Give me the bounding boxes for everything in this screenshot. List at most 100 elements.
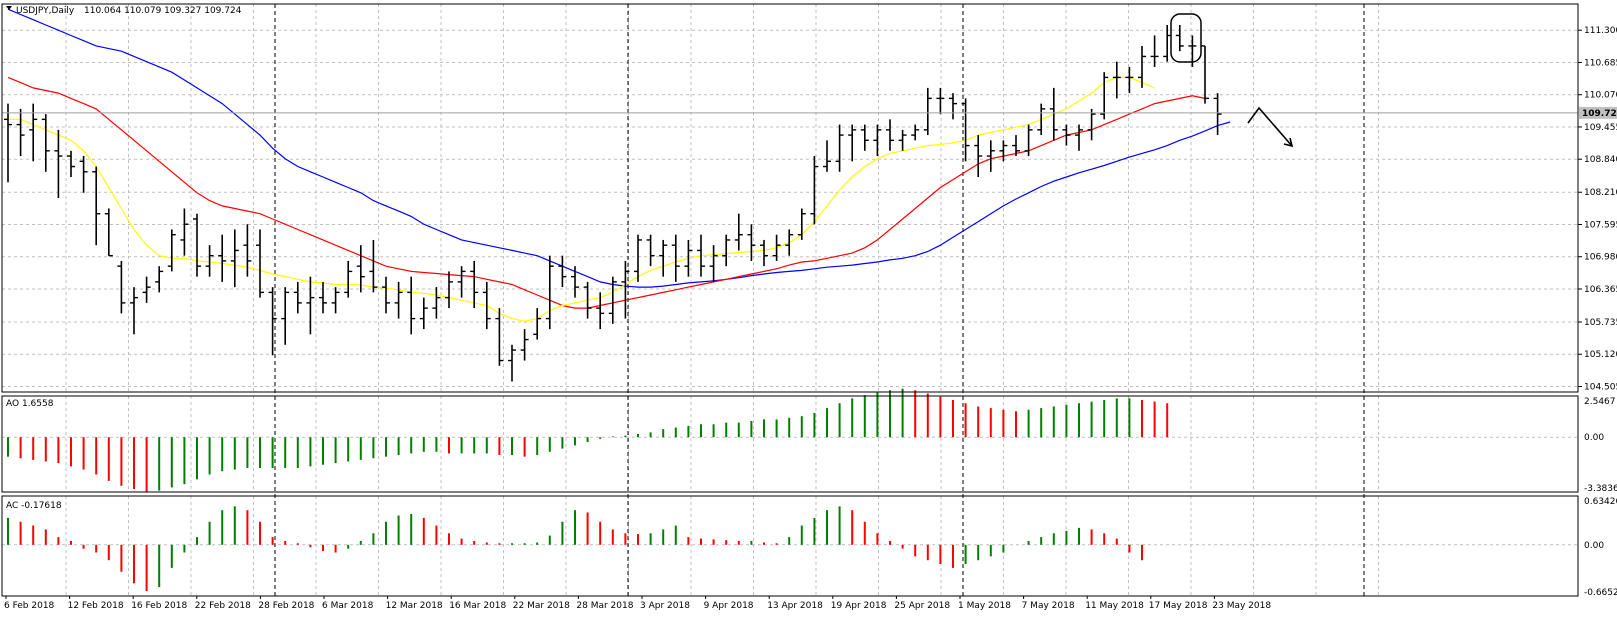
time-tick-label: 12 Feb 2018 — [68, 601, 124, 611]
ohlc-bar — [671, 234, 680, 282]
ohlc-bar — [697, 234, 705, 277]
price-tick-label: 106.980 — [1584, 253, 1617, 263]
ohlc-bar — [4, 103, 12, 183]
price-tick-label: 109.455 — [1584, 123, 1617, 133]
time-tick-label: 11 May 2018 — [1085, 601, 1144, 611]
ohlc-bar — [621, 260, 630, 319]
time-tick-label: 28 Feb 2018 — [258, 601, 314, 611]
ohlc-bar — [445, 271, 453, 309]
ohlc-bar — [986, 140, 995, 172]
panel-frames — [1, 3, 1579, 597]
price-axis: 111.300 110.685 110.070 109.455 108.840 108.2… — [1578, 26, 1617, 598]
ohlc-bar — [760, 239, 768, 267]
ac-label: AC -0.17618 — [6, 501, 62, 511]
ohlc-bar — [369, 239, 378, 293]
time-tick-label: 23 May 2018 — [1212, 601, 1271, 611]
ohlc-bar — [860, 124, 869, 151]
ohlc-bar — [785, 229, 794, 256]
ohlc-bar — [659, 239, 668, 277]
ohlc-bar — [797, 208, 806, 240]
ohlc-bar — [230, 229, 239, 288]
ohlc-bar — [470, 260, 479, 309]
ohlc-bar — [684, 239, 693, 277]
ao-histogram — [7, 388, 1169, 493]
ohlc-bar — [520, 329, 529, 361]
ohlc-bar — [923, 87, 932, 136]
ac-histogram — [7, 506, 1143, 591]
time-tick-label: 16 Feb 2018 — [131, 601, 187, 611]
ohlc-bar — [407, 276, 416, 335]
ohlc-bar — [356, 245, 365, 293]
time-tick-label: 3 Apr 2018 — [640, 601, 690, 611]
moving-average-line — [7, 76, 1206, 309]
ohlc-bar — [974, 135, 983, 178]
ohlc-bar — [646, 234, 655, 267]
ohlc-bar — [1100, 72, 1109, 120]
ohlc-bar — [104, 208, 113, 257]
panel-frame — [1, 3, 1579, 393]
highlight-box — [1170, 13, 1202, 63]
grid-lines — [2, 4, 1578, 596]
current-price-badge — [1579, 106, 1617, 119]
panel-frame — [1, 395, 1579, 493]
ohlc-bar — [281, 287, 290, 345]
chart-header: USDJPY,Daily 110.064 110.079 109.327 109… — [6, 6, 242, 16]
ohlc-bar — [457, 266, 466, 298]
ohlc-bar — [823, 140, 831, 172]
ohlc-bar — [394, 281, 403, 319]
time-tick-label: 12 Mar 2018 — [386, 601, 443, 611]
ohlc-bar — [533, 308, 542, 340]
ohlc-bar — [54, 129, 63, 198]
ohlc-bar — [419, 297, 428, 330]
ohlc-bar — [67, 150, 75, 178]
ohlc-bar — [92, 166, 101, 246]
ac-tick-label: 0.63426 — [1584, 497, 1617, 507]
price-tick-label: 110.685 — [1584, 58, 1617, 68]
ohlc-bar — [1062, 124, 1071, 146]
ohlc-bar — [79, 156, 88, 193]
ohlc-bar — [344, 260, 353, 298]
ohlc-bar — [293, 281, 302, 314]
ohlc-bar — [167, 229, 176, 272]
ohlc-bar — [205, 245, 214, 277]
ohlc-bar — [886, 119, 894, 151]
ac-tick-label: -0.66523 — [1584, 588, 1617, 598]
ohlc-bar — [1213, 93, 1222, 136]
ohlc-bar — [873, 124, 882, 157]
ohlc-bar — [180, 208, 189, 256]
time-tick-label: 6 Feb 2018 — [4, 601, 55, 611]
ohlc-bar — [558, 255, 567, 288]
ohlc-bar — [961, 98, 970, 162]
price-tick-label: 111.300 — [1584, 26, 1617, 36]
time-tick-label: 6 Mar 2018 — [322, 601, 374, 611]
ohlc-bar — [1024, 124, 1033, 157]
ohlc-bar — [1087, 108, 1096, 141]
ohlc-bar — [571, 266, 579, 298]
ohlc-bar — [848, 124, 857, 162]
time-tick-label: 16 Mar 2018 — [449, 601, 506, 611]
ohlc-bar — [117, 260, 126, 314]
ohlc-bar — [772, 234, 781, 261]
time-tick-label: 1 May 2018 — [958, 601, 1011, 611]
ohlc-bar — [1138, 45, 1146, 88]
ohlc-bar — [596, 292, 605, 330]
dropdown-icon[interactable] — [6, 6, 12, 10]
ohlc-bar — [936, 87, 945, 115]
ohlc-bar — [29, 103, 38, 162]
ohlc-bar — [130, 287, 138, 335]
annotations — [1170, 13, 1294, 148]
ohlc-bar — [155, 266, 164, 293]
ohlc-bar — [1012, 135, 1020, 157]
ohlc-bar — [16, 108, 25, 157]
ohlc-bar — [747, 224, 756, 261]
price-tick-label: 105.735 — [1584, 318, 1617, 328]
ohlc-bar — [482, 281, 491, 330]
ohlc-bar — [545, 255, 554, 330]
price-tick-label: 106.365 — [1584, 285, 1617, 295]
ohlc-bar — [898, 129, 907, 151]
ohlc-bar — [1112, 61, 1121, 99]
ohlc-bar — [835, 124, 844, 172]
time-axis: 6 Feb 2018 12 Feb 2018 16 Feb 2018 22 Feb 2… — [4, 596, 1271, 611]
